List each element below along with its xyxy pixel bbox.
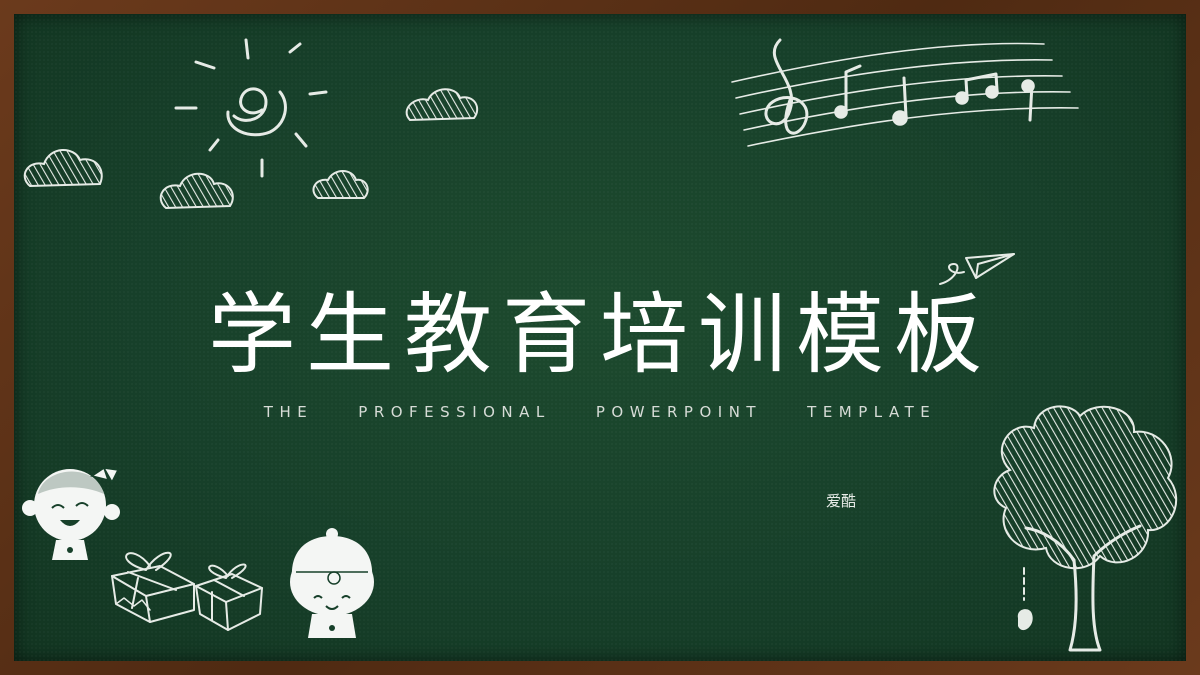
cloud-icon	[405, 88, 479, 122]
cloud-icon	[159, 172, 234, 210]
gift-box-icon	[111, 551, 195, 623]
boy-doll-icon	[290, 528, 374, 638]
sun-icon	[174, 38, 328, 178]
music-notes-icon	[731, 38, 1079, 147]
slide-title: 学生教育培训模板	[207, 283, 992, 386]
slide-author: 爱酷	[826, 492, 857, 510]
chalkboard-surface	[14, 14, 1186, 661]
paper-plane-icon	[939, 253, 1015, 285]
tree-icon	[993, 405, 1178, 652]
slide-subtitle: THE PROFESSIONAL POWERPOINT TEMPLATE	[263, 403, 937, 421]
gift-box-icon	[195, 563, 263, 631]
cloud-icon	[23, 149, 103, 188]
cloud-icon	[312, 170, 369, 199]
girl-doll-icon	[22, 466, 120, 560]
